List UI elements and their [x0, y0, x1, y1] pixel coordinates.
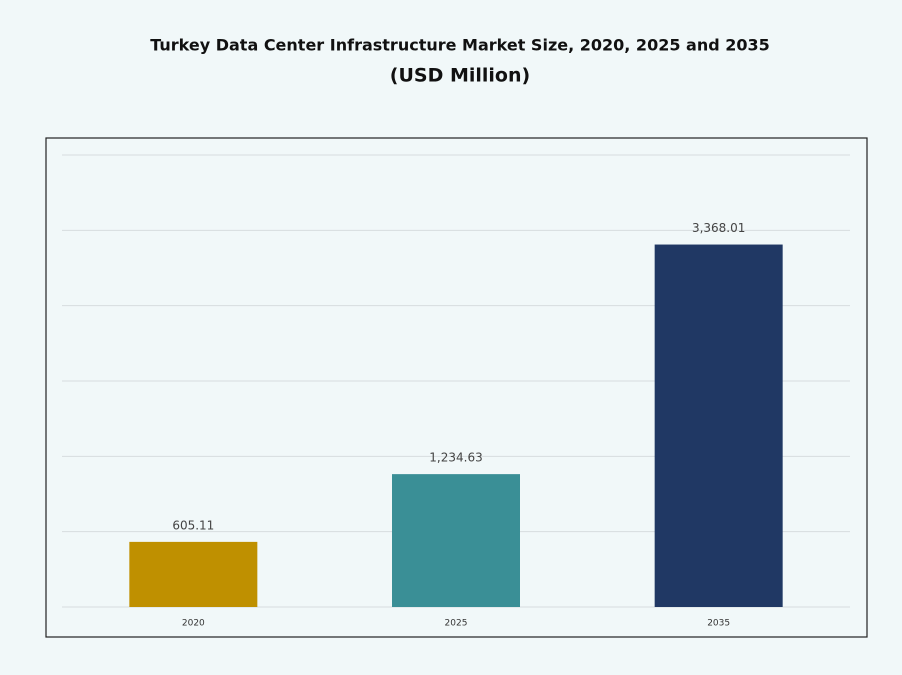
chart-title: Turkey Data Center Infrastructure Market…	[150, 36, 770, 55]
x-tick-label: 2025	[445, 619, 468, 629]
bar	[392, 474, 520, 607]
chart-subtitle: (USD Million)	[390, 65, 530, 87]
value-label: 605.11	[172, 518, 214, 532]
bar	[129, 541, 258, 607]
x-tick-label: 2020	[182, 619, 205, 629]
plot-frame	[45, 137, 868, 638]
value-label: 3,368.01	[692, 221, 745, 235]
x-tick-label: 2035	[707, 619, 730, 629]
bar	[654, 244, 783, 607]
value-label: 1,234.63	[429, 451, 482, 465]
